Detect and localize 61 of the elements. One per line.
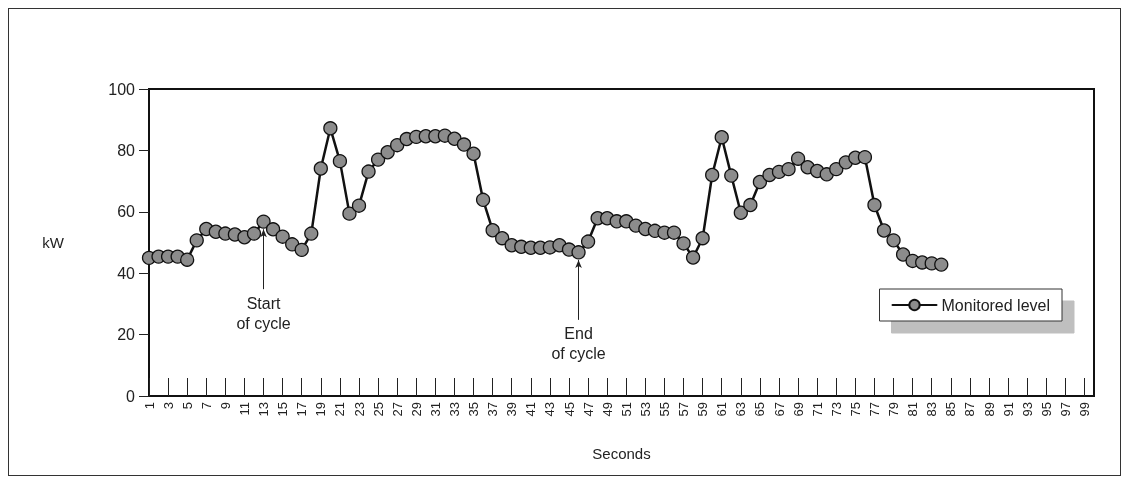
y-tick-label: 60 — [117, 203, 136, 221]
x-tick-label: 1 — [141, 402, 157, 410]
x-tick-label: 37 — [485, 402, 501, 417]
x-tick-label: 75 — [847, 402, 863, 417]
x-tick-label: 89 — [981, 402, 997, 417]
x-tick-label: 19 — [313, 402, 329, 417]
x-tick-label: 71 — [809, 402, 825, 417]
x-tick-label: 33 — [446, 402, 462, 417]
x-tick-label: 31 — [427, 402, 443, 417]
x-tick-label: 15 — [275, 402, 291, 417]
x-tick-label: 95 — [1038, 402, 1054, 417]
x-tick-label: 25 — [370, 402, 386, 417]
y-tick-label: 40 — [117, 264, 136, 282]
x-tick-label: 55 — [656, 402, 672, 417]
x-tick-label: 85 — [943, 402, 959, 417]
x-tick-label: 79 — [886, 402, 902, 417]
x-tick-label: 43 — [542, 402, 558, 417]
x-tick-label: 91 — [1000, 402, 1016, 417]
x-tick-label: 35 — [466, 402, 482, 417]
y-tick-label: 0 — [126, 387, 136, 405]
y-tick-label: 100 — [108, 80, 136, 98]
x-tick-label: 69 — [790, 402, 806, 417]
x-tick-label: 53 — [637, 402, 653, 417]
annotation: Start of cycle — [236, 294, 291, 332]
x-tick-label: 73 — [828, 402, 844, 417]
x-tick-label: 21 — [332, 402, 348, 417]
x-tick-label: 87 — [962, 402, 978, 417]
y-tick-label: 20 — [117, 326, 136, 344]
x-axis-title: Seconds — [592, 445, 651, 462]
y-tick-label: 80 — [117, 141, 136, 159]
x-tick-label: 17 — [294, 402, 310, 417]
x-tick-label: 3 — [160, 402, 176, 410]
x-tick-label: 23 — [351, 402, 367, 417]
x-tick-label: 65 — [752, 402, 768, 417]
x-tick-label: 9 — [217, 402, 233, 410]
x-tick-label: 57 — [676, 402, 692, 417]
x-tick-label: 49 — [599, 402, 615, 417]
x-tick-label: 61 — [714, 402, 730, 417]
x-tick-label: 47 — [580, 402, 596, 417]
annotation: End of cycle — [551, 325, 606, 363]
x-tick-label: 81 — [905, 402, 921, 417]
x-tick-label: 67 — [771, 402, 787, 417]
x-tick-label: 99 — [1076, 402, 1092, 417]
x-tick-label: 11 — [236, 402, 252, 416]
x-tick-label: 29 — [408, 402, 424, 417]
x-tick-label: 5 — [179, 402, 195, 410]
x-tick-label: 7 — [198, 402, 214, 410]
x-tick-label: 83 — [924, 402, 940, 417]
legend-label: Monitored level — [941, 296, 1050, 314]
x-tick-label: 63 — [733, 402, 749, 417]
y-axis-title: kW — [42, 234, 65, 251]
x-tick-label: 41 — [523, 402, 539, 417]
x-tick-label: 27 — [389, 402, 405, 417]
x-tick-label: 93 — [1019, 402, 1035, 417]
x-tick-label: 59 — [695, 402, 711, 417]
x-tick-label: 77 — [866, 402, 882, 417]
x-tick-label: 45 — [561, 402, 577, 417]
x-tick-label: 51 — [618, 402, 634, 417]
x-tick-label: 39 — [504, 402, 520, 417]
x-tick-label: 13 — [256, 402, 272, 417]
x-tick-label: 97 — [1057, 402, 1073, 417]
